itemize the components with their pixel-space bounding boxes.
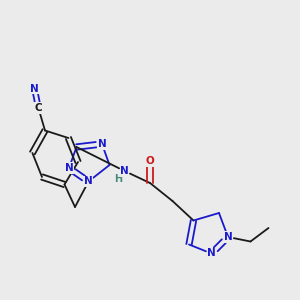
Text: N: N <box>84 176 93 187</box>
Text: N: N <box>207 248 216 259</box>
Text: N: N <box>224 232 232 242</box>
Text: N: N <box>120 166 129 176</box>
Text: H: H <box>114 174 123 184</box>
Text: N: N <box>30 83 39 94</box>
Text: C: C <box>34 103 42 113</box>
Text: O: O <box>146 156 154 166</box>
Text: N: N <box>64 163 74 173</box>
Text: N: N <box>98 139 106 149</box>
